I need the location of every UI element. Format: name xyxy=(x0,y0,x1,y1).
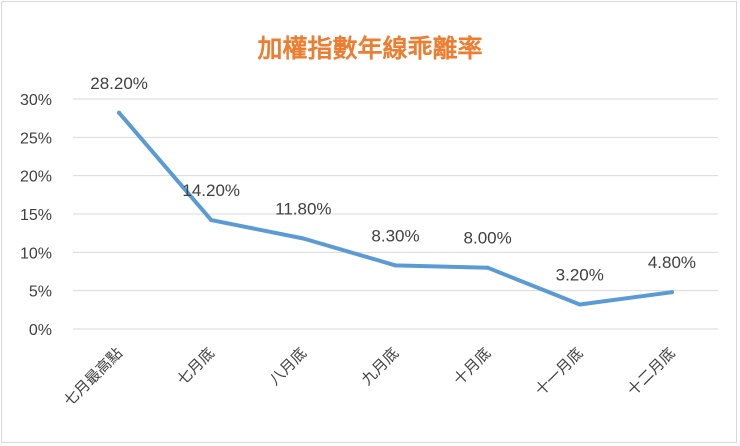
y-tick-label: 10% xyxy=(20,245,52,262)
y-tick-label: 15% xyxy=(20,207,52,224)
y-tick-label: 5% xyxy=(29,284,52,301)
data-label: 8.00% xyxy=(464,229,512,248)
series-layer xyxy=(117,110,674,307)
data-point xyxy=(485,265,490,270)
x-category-label: 十月底 xyxy=(450,344,495,389)
data-point xyxy=(209,218,214,223)
y-tick-label: 0% xyxy=(29,322,52,339)
x-category-label: 七月最高點 xyxy=(60,344,126,410)
x-axis-categories: 七月最高點 七月底 八月底 九月底 十月底 十一月底 十二月底 xyxy=(60,344,679,410)
data-point xyxy=(117,110,122,115)
data-label: 11.80% xyxy=(275,200,331,219)
x-category-label: 八月底 xyxy=(266,344,311,389)
y-tick-label: 20% xyxy=(20,169,52,186)
data-point xyxy=(669,290,674,295)
data-point xyxy=(301,236,306,241)
x-category-label: 七月底 xyxy=(173,344,218,389)
gridlines xyxy=(73,98,718,330)
y-tick-label: 25% xyxy=(20,130,52,147)
y-axis-ticks: 0% 5% 10% 15% 20% 25% 30% xyxy=(20,92,52,339)
x-category-label: 九月底 xyxy=(358,344,403,389)
x-category-label: 十一月底 xyxy=(531,344,586,399)
y-tick-label: 30% xyxy=(20,92,52,109)
data-label: 8.30% xyxy=(371,226,419,245)
data-label: 14.20% xyxy=(182,181,240,200)
data-point xyxy=(393,263,398,268)
data-labels: 28.20% 14.20% 11.80% 8.30% 8.00% 3.20% 4.80% xyxy=(90,74,696,285)
x-category-label: 十二月底 xyxy=(624,344,679,399)
data-label: 28.20% xyxy=(90,74,148,93)
data-point xyxy=(577,302,582,307)
data-label: 3.20% xyxy=(556,265,604,284)
data-label: 4.80% xyxy=(648,253,696,272)
chart-title: 加權指數年線乖離率 xyxy=(256,34,482,63)
